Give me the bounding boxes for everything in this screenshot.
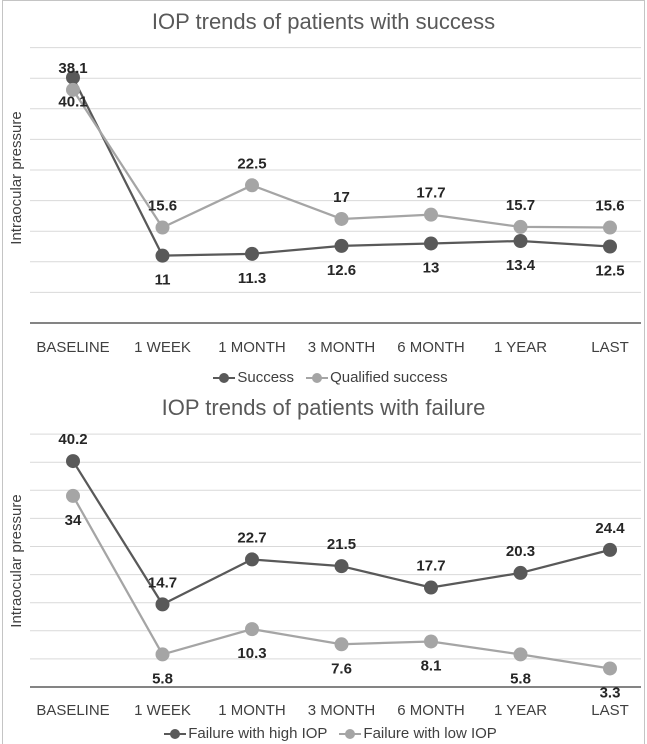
legend-marker-failure-low-icon bbox=[339, 729, 362, 739]
chart-title: IOP trends of patients with failure bbox=[161, 395, 486, 420]
legend-marker-failure-high-icon bbox=[164, 729, 187, 739]
x-tick-label-last: LAST bbox=[591, 702, 629, 719]
legend-item-qualified-success: Qualified success bbox=[306, 369, 448, 387]
legend-item-success: Success bbox=[213, 369, 294, 387]
x-tick-label-baseline: BASELINE bbox=[36, 339, 110, 356]
x-tick-label-1-year: 1 YEAR bbox=[493, 339, 548, 356]
legend-label-failure-with-low-iop: Failure with low IOP bbox=[363, 725, 497, 742]
legend: Success Qualified success bbox=[14, 369, 647, 387]
x-tick-label-1-year: 1 YEAR bbox=[493, 702, 548, 719]
x-tick-label-6-month: 6 MONTH bbox=[397, 339, 465, 356]
legend-item-failure-with-high-iop: Failure with high IOP bbox=[164, 725, 327, 743]
x-tick-label-1-week: 1 WEEK bbox=[134, 702, 191, 719]
x-tick-label-3-month: 3 MONTH bbox=[307, 339, 376, 356]
y-axis-label: Intraocular pressure bbox=[8, 494, 25, 628]
legend-label-qualified-success: Qualified success bbox=[330, 369, 448, 386]
legend: Failure with high IOP Failure with low I… bbox=[14, 725, 647, 743]
legend-label-success: Success bbox=[237, 369, 295, 386]
y-axis-label: Intraocular pressure bbox=[8, 111, 25, 245]
x-tick-label-baseline: BASELINE bbox=[36, 702, 110, 719]
chart-title: IOP trends of patients with success bbox=[151, 9, 496, 34]
x-tick-label-last: LAST bbox=[591, 339, 629, 356]
x-tick-label-1-week: 1 WEEK bbox=[134, 339, 191, 356]
x-tick-label-1-month: 1 MONTH bbox=[218, 702, 286, 719]
legend-label-failure-with-high-iop: Failure with high IOP bbox=[188, 725, 328, 742]
x-tick-label-1-month: 1 MONTH bbox=[218, 339, 286, 356]
x-tick-label-3-month: 3 MONTH bbox=[307, 702, 376, 719]
x-tick-label-6-month: 6 MONTH bbox=[397, 702, 465, 719]
legend-item-failure-with-low-iop: Failure with low IOP bbox=[339, 725, 497, 743]
legend-marker-success-icon bbox=[213, 373, 236, 383]
legend-marker-qualified-success-icon bbox=[306, 373, 329, 383]
